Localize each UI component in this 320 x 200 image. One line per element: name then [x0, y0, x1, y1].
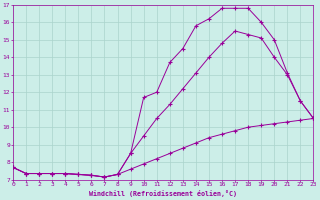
X-axis label: Windchill (Refroidissement éolien,°C): Windchill (Refroidissement éolien,°C)	[89, 190, 237, 197]
